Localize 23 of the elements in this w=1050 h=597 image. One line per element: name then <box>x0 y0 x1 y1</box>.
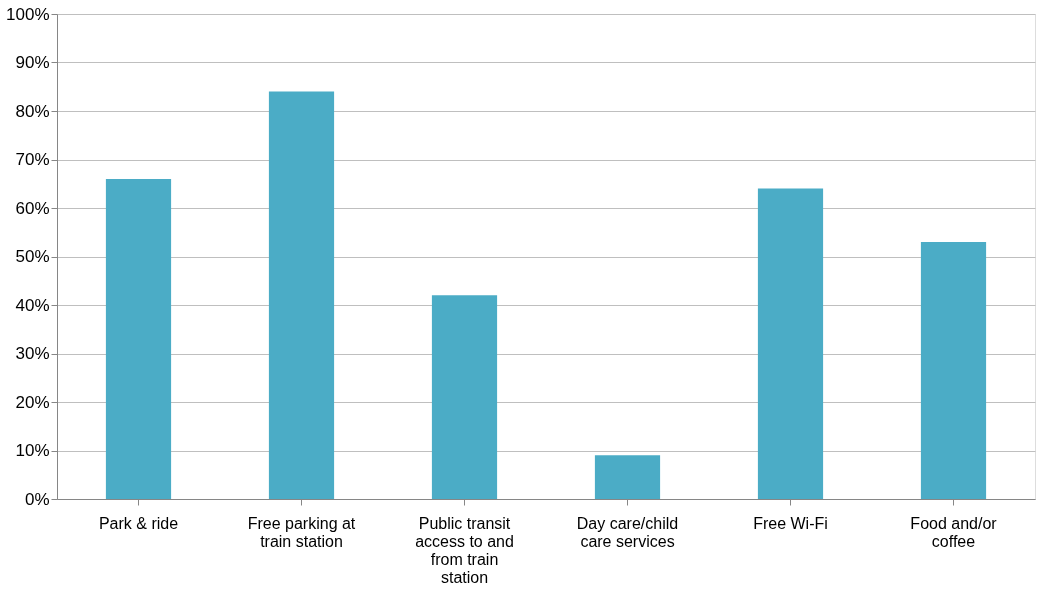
x-tick-label: Free Wi-Fi <box>753 514 828 532</box>
bar <box>920 241 987 499</box>
y-tick-label: 30% <box>15 344 50 363</box>
y-tick-label: 80% <box>15 101 50 121</box>
y-tick-label: 20% <box>15 392 50 412</box>
x-tick-label: Food and/or coffee <box>910 514 998 550</box>
x-tick-label: Public transit access to and from train station <box>415 514 514 586</box>
bar <box>431 295 498 499</box>
bar <box>757 188 824 499</box>
y-tick-label: 70% <box>15 150 50 169</box>
y-tick-label: 50% <box>15 247 50 266</box>
y-tick-label: 40% <box>15 295 50 315</box>
bar <box>268 91 335 499</box>
bar <box>594 455 661 499</box>
bar <box>105 178 172 499</box>
x-tick-label: Park & ride <box>98 514 179 532</box>
x-tick-label: Free parking at train station <box>247 514 356 550</box>
y-tick-label: 0% <box>24 489 50 509</box>
y-tick-label: 100% <box>6 4 50 24</box>
y-tick-label: 90% <box>15 53 50 72</box>
y-tick-label: 60% <box>15 198 50 218</box>
x-tick-label: Day care/child care services <box>576 514 679 550</box>
y-tick-label: 10% <box>15 441 50 460</box>
